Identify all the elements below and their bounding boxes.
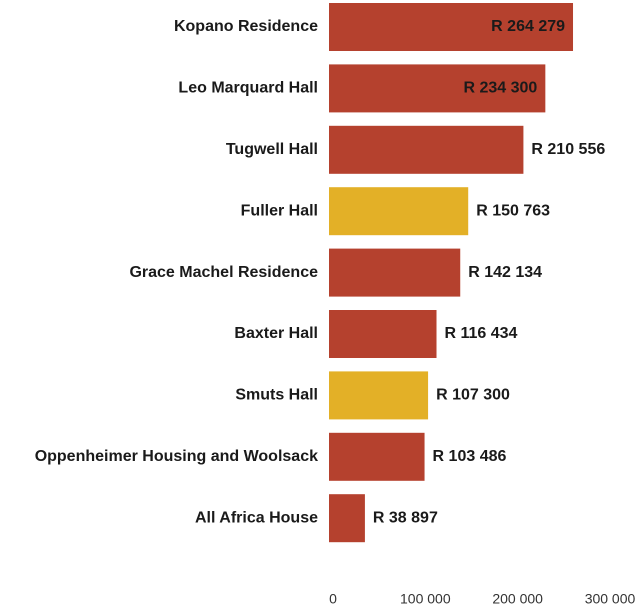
category-label: Oppenheimer Housing and Woolsack: [35, 448, 318, 465]
category-label: Baxter Hall: [234, 325, 318, 342]
category-label: All Africa House: [195, 509, 318, 526]
x-tick-label: 200 000: [492, 591, 543, 607]
value-label: R 38 897: [373, 509, 438, 526]
bar: [329, 432, 425, 481]
bar: [329, 494, 365, 543]
category-label: Kopano Residence: [174, 18, 318, 35]
value-label: R 234 300: [463, 80, 537, 97]
value-label: R 116 434: [445, 325, 518, 342]
value-label: R 107 300: [436, 387, 510, 404]
x-tick-label: 0: [329, 591, 337, 607]
value-label: R 210 556: [531, 141, 605, 158]
bar: [329, 310, 437, 358]
category-label: Grace Machel Residence: [129, 264, 318, 281]
category-label: Tugwell Hall: [226, 141, 318, 158]
bar: [329, 3, 574, 51]
bar: [329, 64, 546, 113]
bar: [329, 125, 524, 174]
value-label: R 264 279: [491, 18, 565, 35]
bar: [329, 187, 469, 236]
x-tick-label: 100 000: [400, 591, 451, 607]
category-label: Fuller Hall: [241, 202, 318, 219]
value-label: R 142 134: [468, 264, 542, 281]
bar: [329, 371, 429, 420]
category-label: Smuts Hall: [235, 387, 318, 404]
value-label: R 103 486: [433, 448, 507, 465]
bar: [329, 248, 461, 297]
value-label: R 150 763: [476, 202, 550, 219]
x-tick-label: 300 000: [585, 591, 636, 607]
category-label: Leo Marquard Hall: [178, 80, 318, 97]
